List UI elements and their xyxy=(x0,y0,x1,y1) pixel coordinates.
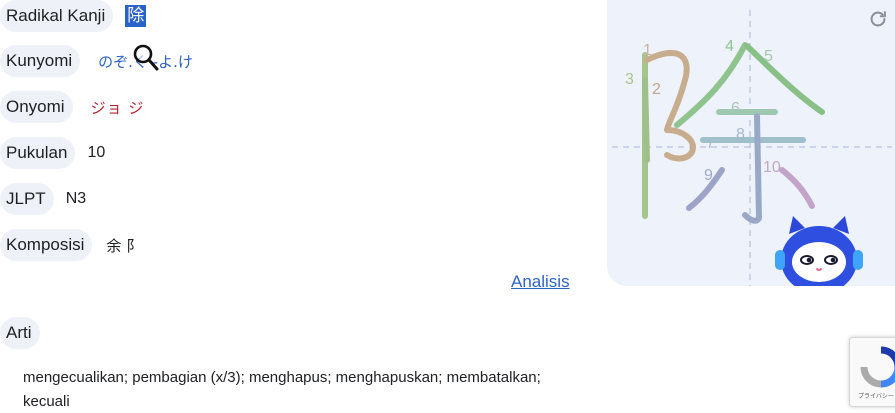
stroke-3 xyxy=(642,77,650,163)
recaptcha-privacy-text[interactable]: プライバシー・利用規約 xyxy=(858,394,895,400)
stroke-9 xyxy=(686,167,725,211)
stroke-4 xyxy=(674,42,748,128)
stroke-number-10: 10 xyxy=(763,159,781,176)
recaptcha-icon xyxy=(860,346,895,388)
stroke-number-4: 4 xyxy=(725,38,734,55)
stroke-number-5: 5 xyxy=(764,48,773,65)
label-onyomi: Onyomi xyxy=(0,91,73,123)
row-onyomi: Onyomi ジョ ジ xyxy=(0,91,144,123)
row-arti: Arti xyxy=(0,317,40,349)
stroke-number-7: 7 xyxy=(706,135,715,152)
onyomi-value[interactable]: ジョ ジ xyxy=(90,98,145,117)
row-pukulan: Pukulan 10 xyxy=(0,137,105,169)
komposisi-value[interactable]: 余 阝 xyxy=(106,236,142,255)
stroke-number-3: 3 xyxy=(625,71,634,88)
label-pukulan: Pukulan xyxy=(0,137,76,169)
stroke-10 xyxy=(779,167,815,209)
label-radikal: Radikal Kanji xyxy=(0,0,114,32)
row-komposisi: Komposisi 余 阝 xyxy=(0,229,141,261)
stroke-8 xyxy=(742,113,762,224)
analisis-link[interactable]: Analisis xyxy=(511,272,570,291)
meaning-text: mengecualikan; pembagian (x/3); menghapu… xyxy=(23,369,541,410)
stroke-2 xyxy=(644,49,696,162)
label-arti: Arti xyxy=(0,317,40,349)
recaptcha-badge[interactable]: プライバシー・利用規約 xyxy=(849,337,895,407)
label-jlpt: JLPT xyxy=(0,183,54,215)
stroke-number-2: 2 xyxy=(652,81,661,98)
pukulan-value: 10 xyxy=(87,144,106,161)
stroke-number-6: 6 xyxy=(731,100,740,117)
refresh-icon[interactable] xyxy=(867,8,889,30)
stroke-number-9: 9 xyxy=(704,167,713,184)
stroke-number-1: 1 xyxy=(643,42,652,59)
stroke-diagram: 1 2 3 4 5 6 7 8 9 10 xyxy=(612,10,892,286)
jlpt-value: N3 xyxy=(65,190,87,207)
row-jlpt: JLPT N3 xyxy=(0,183,86,215)
kanji-strokes xyxy=(642,42,825,224)
stroke-number-8: 8 xyxy=(736,126,745,143)
stroke-5 xyxy=(744,43,825,115)
label-komposisi: Komposisi xyxy=(0,229,93,261)
row-kunyomi: Kunyomi のぞ.く -よ.け xyxy=(0,45,193,77)
stroke-order-panel[interactable]: 1 2 3 4 5 6 7 8 9 10 xyxy=(607,0,895,286)
row-radikal: Radikal Kanji 除 xyxy=(0,0,147,32)
search-icon[interactable] xyxy=(131,43,161,73)
stroke-numbers: 1 2 3 4 5 6 7 8 9 10 xyxy=(625,38,781,184)
mascot-icon[interactable] xyxy=(771,214,867,286)
label-kunyomi: Kunyomi xyxy=(0,45,81,77)
radikal-value[interactable]: 除 xyxy=(125,5,147,27)
